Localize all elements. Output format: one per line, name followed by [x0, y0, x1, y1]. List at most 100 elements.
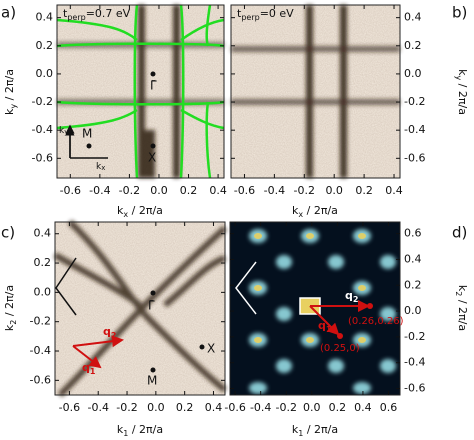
- x-tick-label: 0.2: [329, 401, 347, 414]
- x-tick-label: 0.0: [325, 184, 343, 197]
- point: [367, 303, 373, 309]
- x-tick-label: 0.2: [180, 184, 198, 197]
- y-tick-label: -0.6: [32, 151, 53, 164]
- y-tick-label: -0.6: [30, 373, 51, 386]
- panel-letter: a): [1, 4, 16, 22]
- y-tick-label: -0.4: [32, 123, 53, 136]
- x-tick-label: 0.2: [176, 401, 194, 414]
- x-tick-label: 0.4: [385, 184, 403, 197]
- annotation: ky: [59, 126, 68, 137]
- q-vector: [309, 305, 340, 336]
- annotation: kx: [96, 162, 105, 173]
- panel-letter: c): [1, 224, 15, 242]
- annotation: tperp=0.7 eV: [63, 7, 131, 22]
- annotation: q2: [103, 325, 116, 340]
- x-axis-label: kx / 2π/a: [117, 204, 163, 219]
- point: [150, 71, 156, 77]
- y-tick-label: -0.4: [30, 344, 51, 357]
- x-tick-label: -0.2: [116, 401, 137, 414]
- x-tick-label: 0.4: [205, 401, 223, 414]
- x-axis-label: kx / 2π/a: [292, 204, 338, 219]
- y-tick-label: 0.4: [404, 11, 422, 24]
- annotation: (0.26,0.26): [348, 316, 404, 327]
- y-axis-label: k2 / 2π/a: [3, 285, 18, 331]
- annotation: (0.25,0): [320, 343, 360, 354]
- y-tick-label: -0.4: [404, 123, 425, 136]
- y-tick-label: 0.2: [404, 39, 422, 52]
- x-tick-label: 0.2: [355, 184, 373, 197]
- panel-c-image: [53, 219, 228, 398]
- plot-frame: [230, 4, 401, 179]
- y-tick-label: -0.2: [32, 95, 53, 108]
- annotation: q2: [345, 289, 358, 304]
- y-tick-label: 0.4: [404, 252, 422, 265]
- annotation: X: [148, 151, 156, 165]
- y-tick-label: -0.2: [404, 95, 425, 108]
- x-tick-label: 0.4: [354, 401, 372, 414]
- point: [199, 344, 205, 350]
- x-tick-label: -0.6: [59, 401, 80, 414]
- x-tick-label: 0.4: [209, 184, 227, 197]
- y-tick-label: 0.0: [404, 304, 422, 317]
- y-tick-label: 0.4: [36, 11, 54, 24]
- y-tick-label: 0.2: [34, 256, 52, 269]
- y-tick-label: 0.2: [36, 39, 54, 52]
- y-tick-label: 0.4: [34, 227, 52, 240]
- y-tick-label: 0.0: [404, 67, 422, 80]
- y-tick-label: -0.4: [404, 356, 425, 369]
- x-tick-label: -0.6: [234, 184, 255, 197]
- annotation: tperp=0 eV: [237, 7, 294, 22]
- point: [150, 367, 156, 373]
- plot-frame: [56, 4, 225, 179]
- annotation: M: [147, 374, 157, 388]
- x-tick-label: -0.4: [89, 184, 110, 197]
- axis-arrow: [55, 257, 77, 316]
- x-tick-label: -0.6: [224, 401, 245, 414]
- point: [337, 333, 343, 339]
- y-tick-label: -0.2: [404, 330, 425, 343]
- x-axis-label: k1 / 2π/a: [117, 423, 163, 438]
- x-tick-label: -0.2: [294, 184, 315, 197]
- y-tick-label: -0.6: [404, 151, 425, 164]
- annotation: q1: [82, 361, 96, 376]
- x-tick-label: -0.4: [264, 184, 285, 197]
- annotation: Γ̄: [148, 299, 155, 313]
- annotation: q1: [318, 319, 332, 334]
- panel-a-image: [56, 4, 225, 179]
- x-tick-label: -0.2: [276, 401, 297, 414]
- x-tick-label: -0.2: [119, 184, 140, 197]
- panel-letter: b): [452, 4, 467, 22]
- point: [150, 290, 156, 296]
- x-tick-label: -0.4: [250, 401, 271, 414]
- q-vector: [72, 345, 102, 369]
- y-tick-label: 0.2: [404, 278, 422, 291]
- point: [86, 143, 92, 149]
- y-tick-label: 0.0: [36, 67, 54, 80]
- y-axis-label: ky / 2π/a: [3, 69, 18, 115]
- annotation: Γ̄: [150, 79, 157, 93]
- y-axis-label: k2 / 2π/a: [455, 285, 470, 331]
- annotation: X: [207, 342, 215, 356]
- y-tick-label: 0.0: [34, 285, 52, 298]
- y-tick-label: 0.6: [404, 227, 422, 240]
- x-tick-label: 0.6: [380, 401, 398, 414]
- q-vector: [72, 335, 124, 348]
- x-tick-label: 0.0: [147, 401, 165, 414]
- x-tick-label: -0.6: [60, 184, 81, 197]
- x-tick-label: 0.0: [150, 184, 168, 197]
- axis-arrow: [235, 261, 257, 315]
- x-tick-label: -0.4: [87, 401, 108, 414]
- y-tick-label: -0.2: [30, 315, 51, 328]
- panel-letter: d): [452, 224, 467, 242]
- y-axis-label: ky / 2π/a: [455, 69, 470, 115]
- y-tick-label: -0.6: [404, 382, 425, 395]
- x-tick-label: 0.0: [303, 401, 321, 414]
- panel-d-image: [230, 222, 400, 395]
- annotation: M: [82, 127, 92, 141]
- axes: -0.6 -0.4 -0.2 0.0 0.2 0.4 0.4 0.2 0.0 -0.2 -0.4 -0…: [30, 4, 425, 414]
- panel-b-image: [231, 5, 400, 178]
- plot-frame: [229, 221, 401, 396]
- x-axis-label: k1 / 2π/a: [292, 423, 338, 438]
- point: [150, 143, 156, 149]
